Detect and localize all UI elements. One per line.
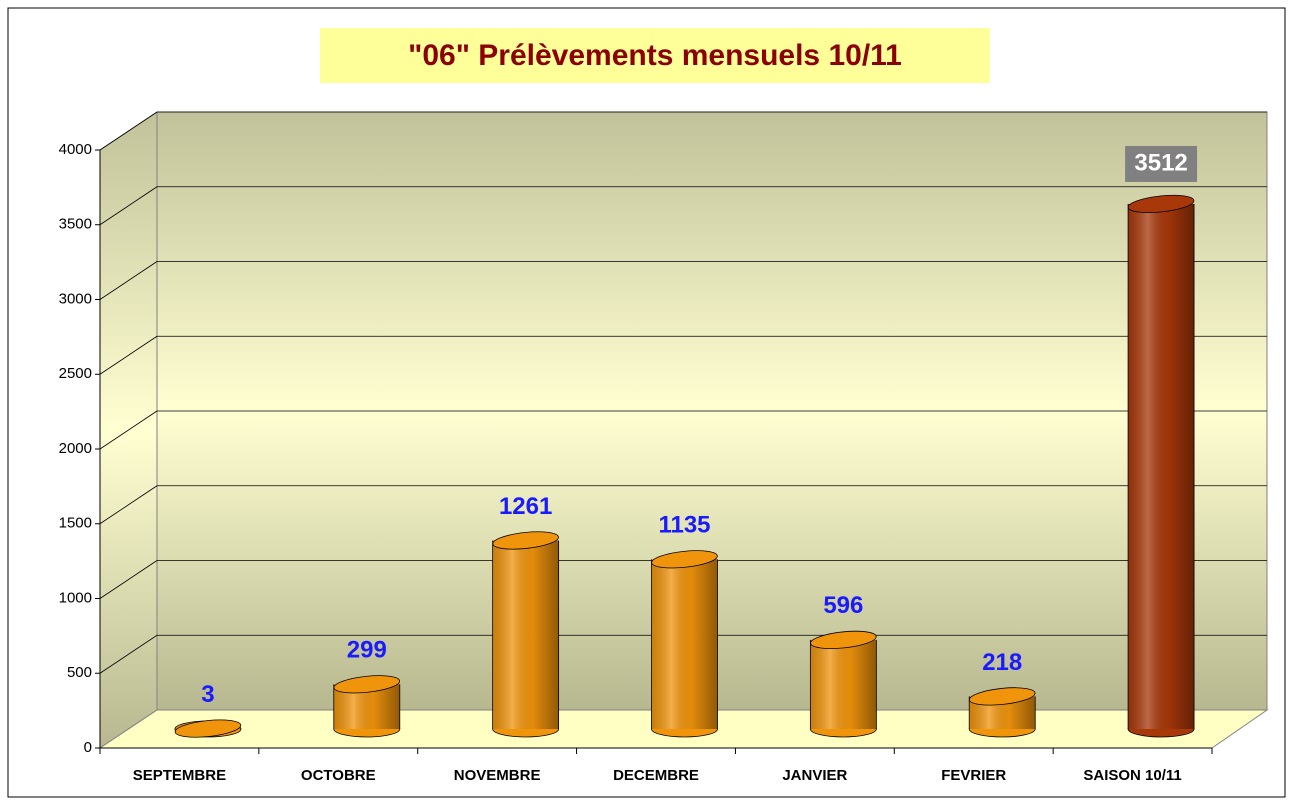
grid-line [99,111,158,151]
bar-outline [1127,203,1195,729]
bar-outline [968,696,1036,729]
bar-top [174,719,242,738]
value-label: 1135 [658,512,710,539]
bar-shade [1128,203,1195,729]
bar-shade [492,540,559,729]
y-tick-label: 0 [84,739,92,756]
bar-top [651,550,718,569]
value-label: 218 [982,649,1022,676]
grid-line [99,261,158,300]
y-tick-label: 2000 [59,440,92,457]
y-tick-label: 3000 [59,290,92,307]
x-tick-label: OCTOBRE [301,767,376,784]
value-label: 1261 [499,493,552,520]
y-tick-label: 1000 [59,589,92,606]
bar-top [492,531,559,550]
grid-line [99,335,158,375]
bar-outline [651,559,718,729]
value-label-box [1125,145,1198,182]
bar-shade [651,559,718,729]
bar-outline [333,684,401,729]
x-tick-label: SEPTEMBRE [133,767,226,784]
bar-top [968,687,1036,706]
bar-top [810,630,877,649]
grid-line [99,186,158,226]
bar-top [333,675,401,694]
grid-line [99,485,158,525]
value-label: 596 [823,592,863,619]
y-tick-label: 3500 [59,216,92,233]
x-tick-label: FEVRIER [941,767,1006,784]
value-label: 3 [201,681,214,708]
grid-line [99,560,158,599]
bar-top [1127,194,1195,214]
bar-outline [809,639,877,729]
value-label: 3512 [1134,149,1187,176]
y-tick-label: 500 [67,664,92,681]
y-tick-label: 1500 [59,515,92,532]
x-tick-label: JANVIER [782,767,847,784]
grid-line [99,410,158,450]
x-tick-label: SAISON 10/11 [1083,767,1181,784]
y-tick-label: 2500 [59,365,92,382]
grid-line [99,634,158,674]
y-tick-label: 4000 [59,141,92,158]
x-tick-label: DECEMBRE [613,767,699,784]
value-label: 299 [347,637,387,664]
bar-shade [810,639,877,729]
x-tick-label: NOVEMBRE [454,767,541,784]
chart-title: "06" Prélèvements mensuels 10/11 [408,39,902,72]
bar-outline [492,540,560,729]
title-box [320,28,990,83]
